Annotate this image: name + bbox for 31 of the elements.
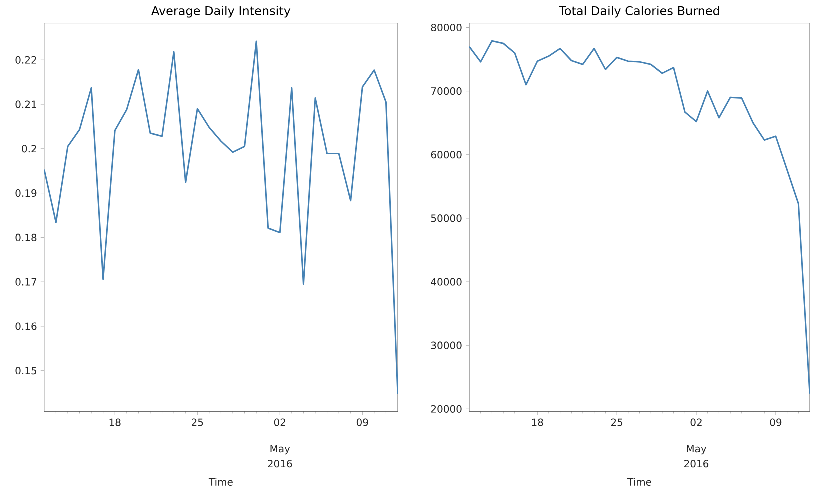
chart-title: Average Daily Intensity [152, 6, 291, 18]
y-tick-label: 80000 [431, 24, 462, 32]
x-tick-label: 02 [274, 418, 286, 426]
y-tick-label: 50000 [431, 214, 462, 222]
x-tick-label: 09 [770, 418, 782, 426]
text: May 2016 [268, 445, 292, 468]
x-axis-title: Time [208, 478, 233, 486]
y-tick-label: 0.16 [16, 322, 37, 330]
x-tick-label: 02 [690, 418, 702, 426]
y-tick-label: 0.15 [16, 367, 36, 375]
line-series [44, 40, 398, 396]
x-tick-label: 25 [611, 418, 623, 426]
x-axis-title: Time [627, 478, 652, 486]
y-tick-label: 40000 [431, 278, 462, 286]
y-tick-label: 0.17 [16, 278, 37, 286]
y-tick-label: 0.19 [16, 190, 37, 198]
text: May 2016 [684, 445, 709, 468]
y-tick-label: 60000 [431, 151, 462, 159]
chart-title: Total Daily Calories Burned [559, 6, 720, 18]
x-tick-label: 18 [532, 418, 544, 426]
x-tick-label: 09 [356, 418, 368, 426]
y-tick-label: 20000 [431, 405, 462, 413]
y-tick-label: 0.22 [16, 56, 36, 64]
y-tick-label: 70000 [431, 88, 462, 96]
y-tick-label: 0.18 [16, 234, 37, 242]
y-tick-label: 0.2 [22, 145, 36, 153]
x-tick-label: 25 [192, 418, 204, 426]
y-tick-label: 0.21 [16, 100, 36, 108]
y-tick-label: 30000 [431, 342, 462, 350]
line-series [470, 40, 810, 395]
x-tick-label: 18 [110, 418, 121, 426]
